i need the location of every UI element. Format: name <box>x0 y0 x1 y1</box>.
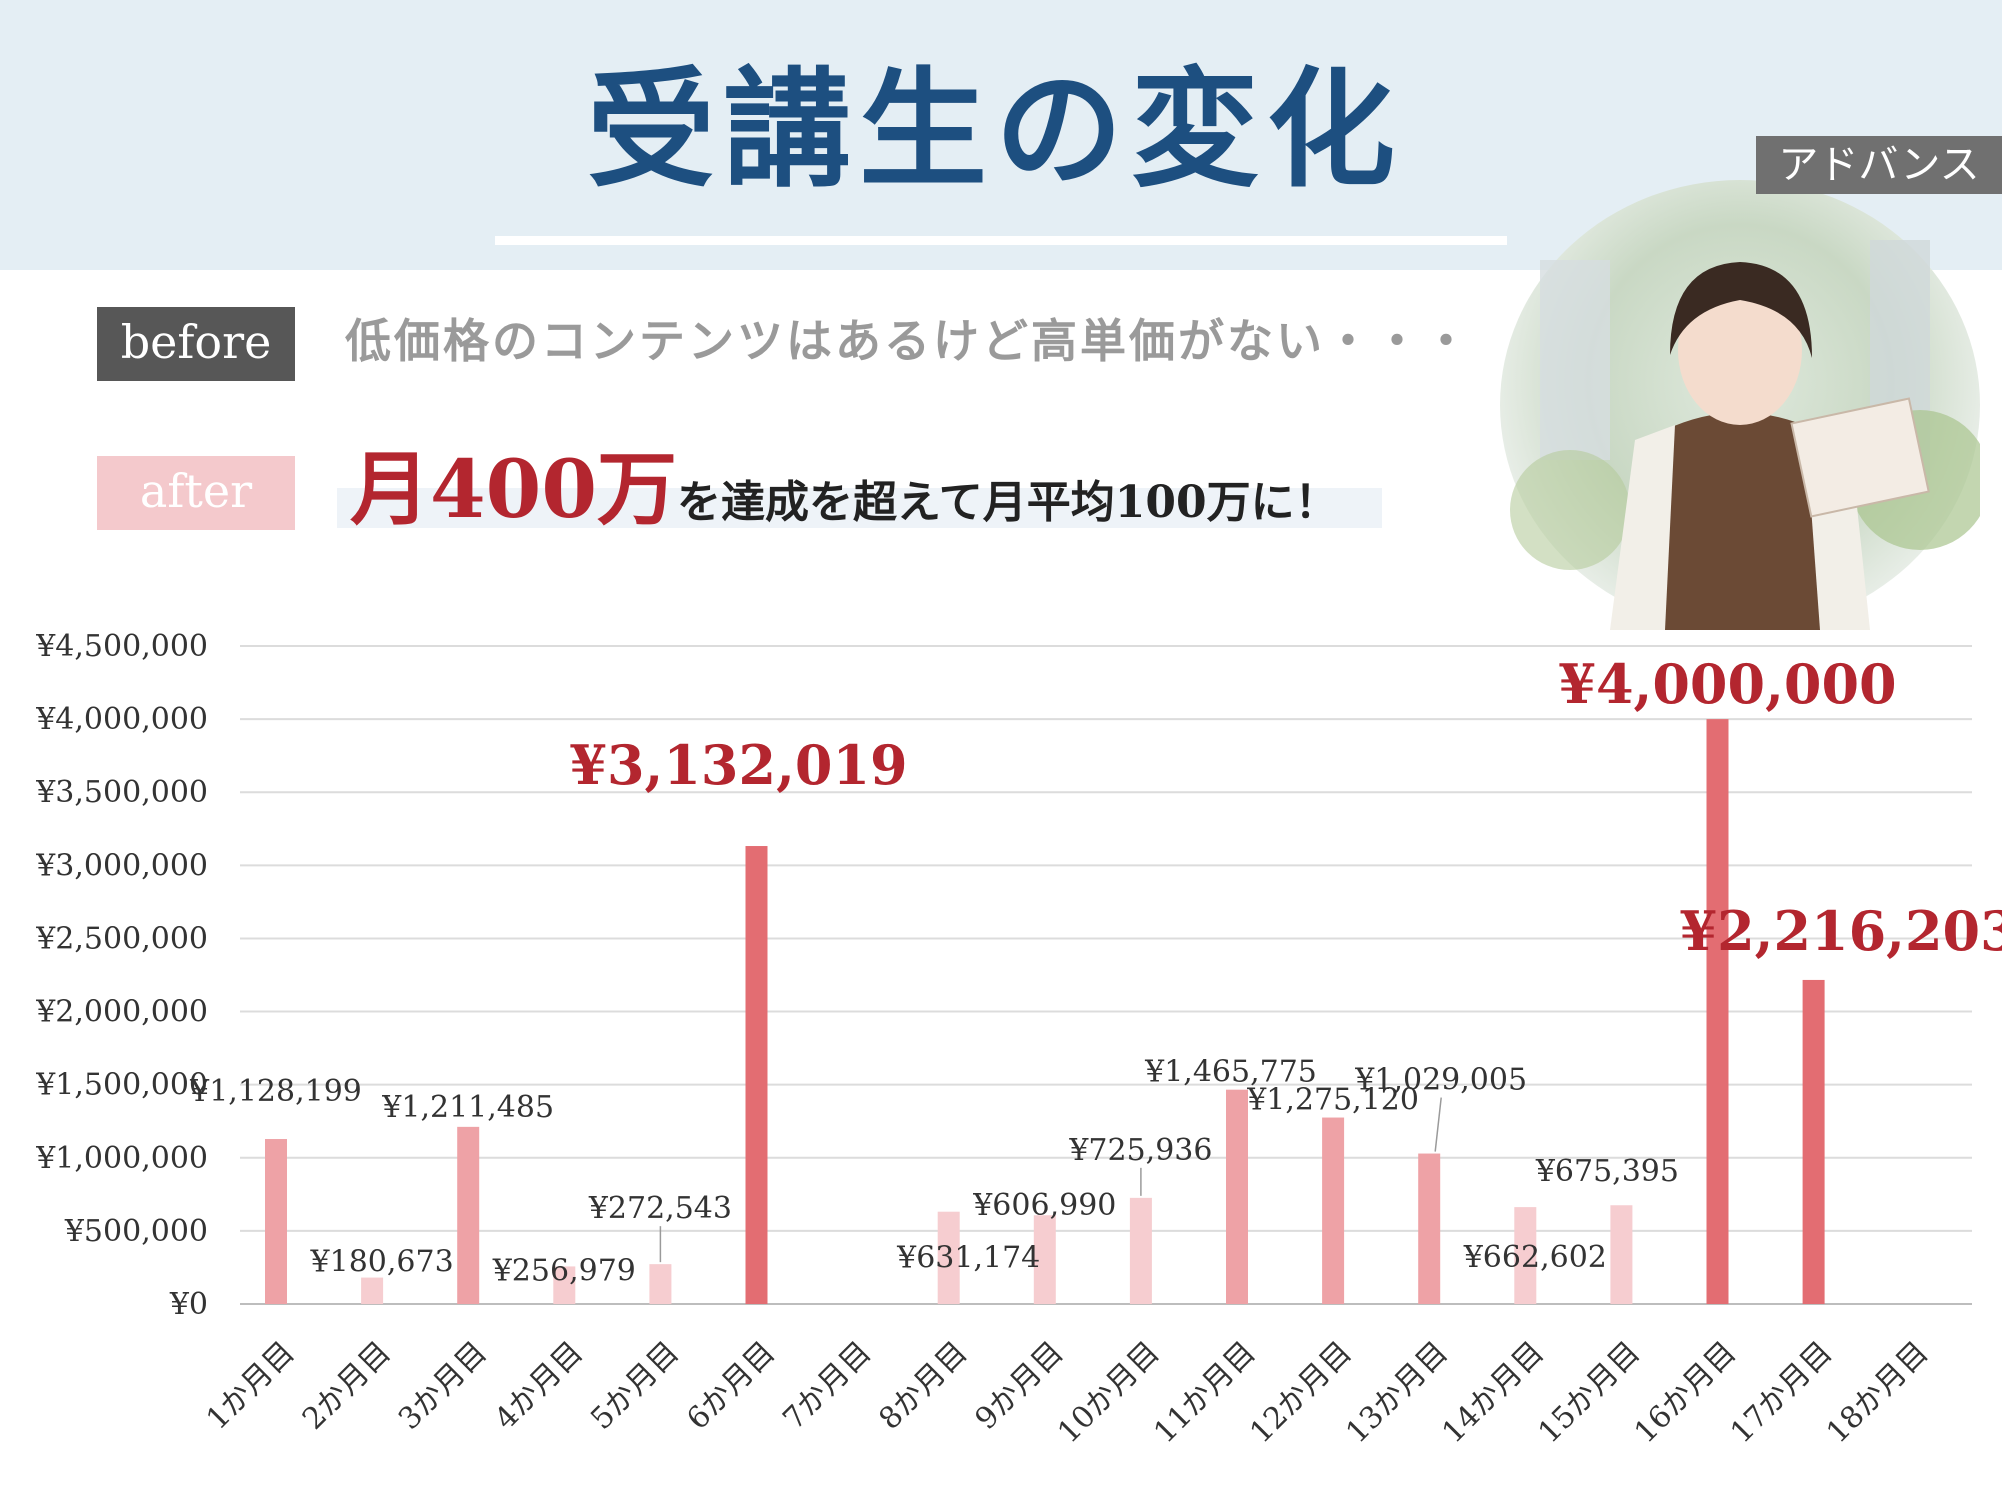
x-tick-label: 6か月目 <box>680 1335 782 1437</box>
bar <box>1418 1153 1441 1304</box>
bar <box>1322 1117 1345 1304</box>
y-tick-label: ¥0 <box>169 1287 208 1322</box>
y-tick-label: ¥1,000,000 <box>35 1141 208 1176</box>
data-label: ¥256,979 <box>492 1253 636 1288</box>
bar <box>265 1139 287 1304</box>
data-label: ¥3,132,019 <box>569 733 907 797</box>
y-tick-label: ¥2,500,000 <box>35 921 208 956</box>
y-tick-label: ¥2,000,000 <box>35 995 208 1030</box>
x-tick-label: 1か月目 <box>200 1335 302 1437</box>
bar <box>361 1277 384 1304</box>
x-tick-label: 4か月目 <box>488 1335 590 1437</box>
data-label: ¥606,990 <box>972 1188 1116 1223</box>
before-text: 低価格のコンテンツはあるけど高単価がない・・・ <box>345 314 1472 368</box>
x-tick-label: 16か月目 <box>1628 1335 1743 1450</box>
data-label: ¥725,936 <box>1068 1133 1212 1168</box>
before-tag: before <box>97 307 295 381</box>
bar <box>1610 1205 1633 1304</box>
x-tick-label: 14か月目 <box>1436 1335 1551 1450</box>
after-rest-text: を達成を超えて月平均100万に！ <box>677 477 1339 528</box>
bar <box>1706 719 1729 1304</box>
x-tick-label: 15か月目 <box>1532 1335 1647 1450</box>
page-title: 受講生の変化 <box>586 55 1403 205</box>
bar <box>457 1126 480 1304</box>
data-label: ¥675,395 <box>1535 1154 1679 1189</box>
x-tick-label: 3か月目 <box>392 1335 494 1437</box>
bar <box>745 846 768 1304</box>
data-label: ¥1,275,120 <box>1246 1083 1419 1118</box>
after-big-text: 月400万 <box>350 442 677 536</box>
data-label: ¥1,029,005 <box>1354 1063 1527 1098</box>
student-photo <box>1500 180 1980 630</box>
y-tick-label: ¥1,500,000 <box>35 1068 208 1103</box>
bar <box>649 1264 672 1304</box>
student-photo-illustration <box>1510 240 1980 630</box>
bar <box>937 1211 960 1304</box>
bar <box>1033 1215 1056 1304</box>
y-tick-label: ¥3,000,000 <box>35 848 208 883</box>
data-label: ¥272,543 <box>588 1191 732 1226</box>
y-tick-label: ¥3,500,000 <box>35 775 208 810</box>
x-tick-label: 18か月目 <box>1820 1335 1935 1450</box>
data-label: ¥2,216,203 <box>1680 899 2002 963</box>
y-tick-label: ¥4,500,000 <box>35 629 208 664</box>
bar <box>1802 979 1825 1304</box>
data-label: ¥1,211,485 <box>381 1090 554 1125</box>
after-tag: after <box>97 456 295 530</box>
x-tick-label: 17か月目 <box>1724 1335 1839 1450</box>
data-label: ¥1,465,775 <box>1144 1055 1317 1090</box>
bar <box>553 1266 576 1304</box>
x-tick-label: 10か月目 <box>1051 1335 1166 1450</box>
advance-badge: アドバンス <box>1756 136 2002 194</box>
data-label: ¥662,602 <box>1463 1240 1607 1275</box>
y-tick-label: ¥4,000,000 <box>35 702 208 737</box>
data-label: ¥631,174 <box>896 1241 1040 1276</box>
bar <box>1226 1089 1248 1304</box>
label-leader <box>1434 1097 1442 1152</box>
monthly-sales-chart: ¥0 ¥500,000 ¥1,000,000 ¥1,500,000 ¥2,000,000… <box>35 629 2002 1450</box>
data-label: ¥1,128,199 <box>189 1074 362 1109</box>
x-tick-label: 12か月目 <box>1243 1335 1358 1450</box>
x-tick-label: 2か月目 <box>296 1335 398 1437</box>
data-label: ¥4,000,000 <box>1558 652 1896 716</box>
x-tick-label: 11か月目 <box>1147 1335 1262 1450</box>
bar <box>1129 1197 1152 1304</box>
x-tick-label: 8か月目 <box>872 1335 974 1437</box>
x-tick-label: 13か月目 <box>1339 1335 1454 1450</box>
after-highlight <box>337 488 1382 528</box>
title-underline <box>495 236 1507 245</box>
y-tick-label: ¥500,000 <box>64 1214 208 1249</box>
x-tick-label: 7か月目 <box>776 1335 878 1437</box>
bar <box>1514 1207 1537 1304</box>
x-tick-label: 5か月目 <box>584 1335 686 1437</box>
after-text: 月400万を達成を超えて月平均100万に！ <box>350 425 1339 541</box>
data-label: ¥180,673 <box>310 1245 454 1280</box>
